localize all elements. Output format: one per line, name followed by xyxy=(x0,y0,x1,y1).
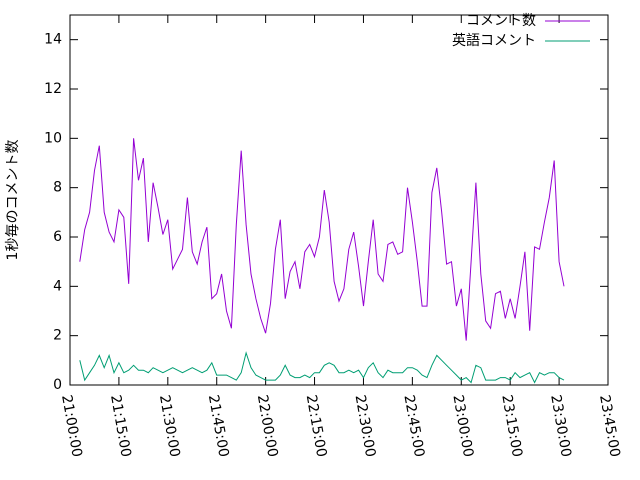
legend-label: コメント数 xyxy=(466,13,536,29)
y-tick-label: 14 xyxy=(44,32,62,48)
series-line xyxy=(79,351,565,384)
y-tick-label: 6 xyxy=(53,229,62,245)
x-tick-label: 23:45:00 xyxy=(596,394,623,459)
series-line xyxy=(79,138,565,341)
y-tick-label: 4 xyxy=(53,278,62,294)
x-tick-label: 23:00:00 xyxy=(449,394,476,459)
y-tick-label: 0 xyxy=(53,377,62,393)
x-tick-label: 22:15:00 xyxy=(303,394,330,459)
x-tick-label: 21:15:00 xyxy=(107,394,134,459)
x-tick-label: 21:30:00 xyxy=(156,394,183,459)
y-tick-label: 8 xyxy=(53,180,62,196)
x-tick-label: 23:30:00 xyxy=(547,394,574,459)
y-tick-label: 10 xyxy=(44,130,62,146)
x-tick-label: 23:15:00 xyxy=(498,394,525,459)
x-tick-label: 21:00:00 xyxy=(58,394,85,459)
x-tick-label: 21:45:00 xyxy=(205,394,232,459)
y-tick-label: 12 xyxy=(44,81,62,97)
y-axis-label: 1秒毎のコメント数 xyxy=(5,140,21,261)
x-tick-label: 22:00:00 xyxy=(254,394,281,459)
x-tick-label: 22:30:00 xyxy=(352,394,379,459)
plot-border xyxy=(69,14,609,386)
x-tick-label: 22:45:00 xyxy=(400,394,427,459)
legend-label: 英語コメント xyxy=(452,32,536,49)
y-tick-label: 2 xyxy=(53,328,62,344)
